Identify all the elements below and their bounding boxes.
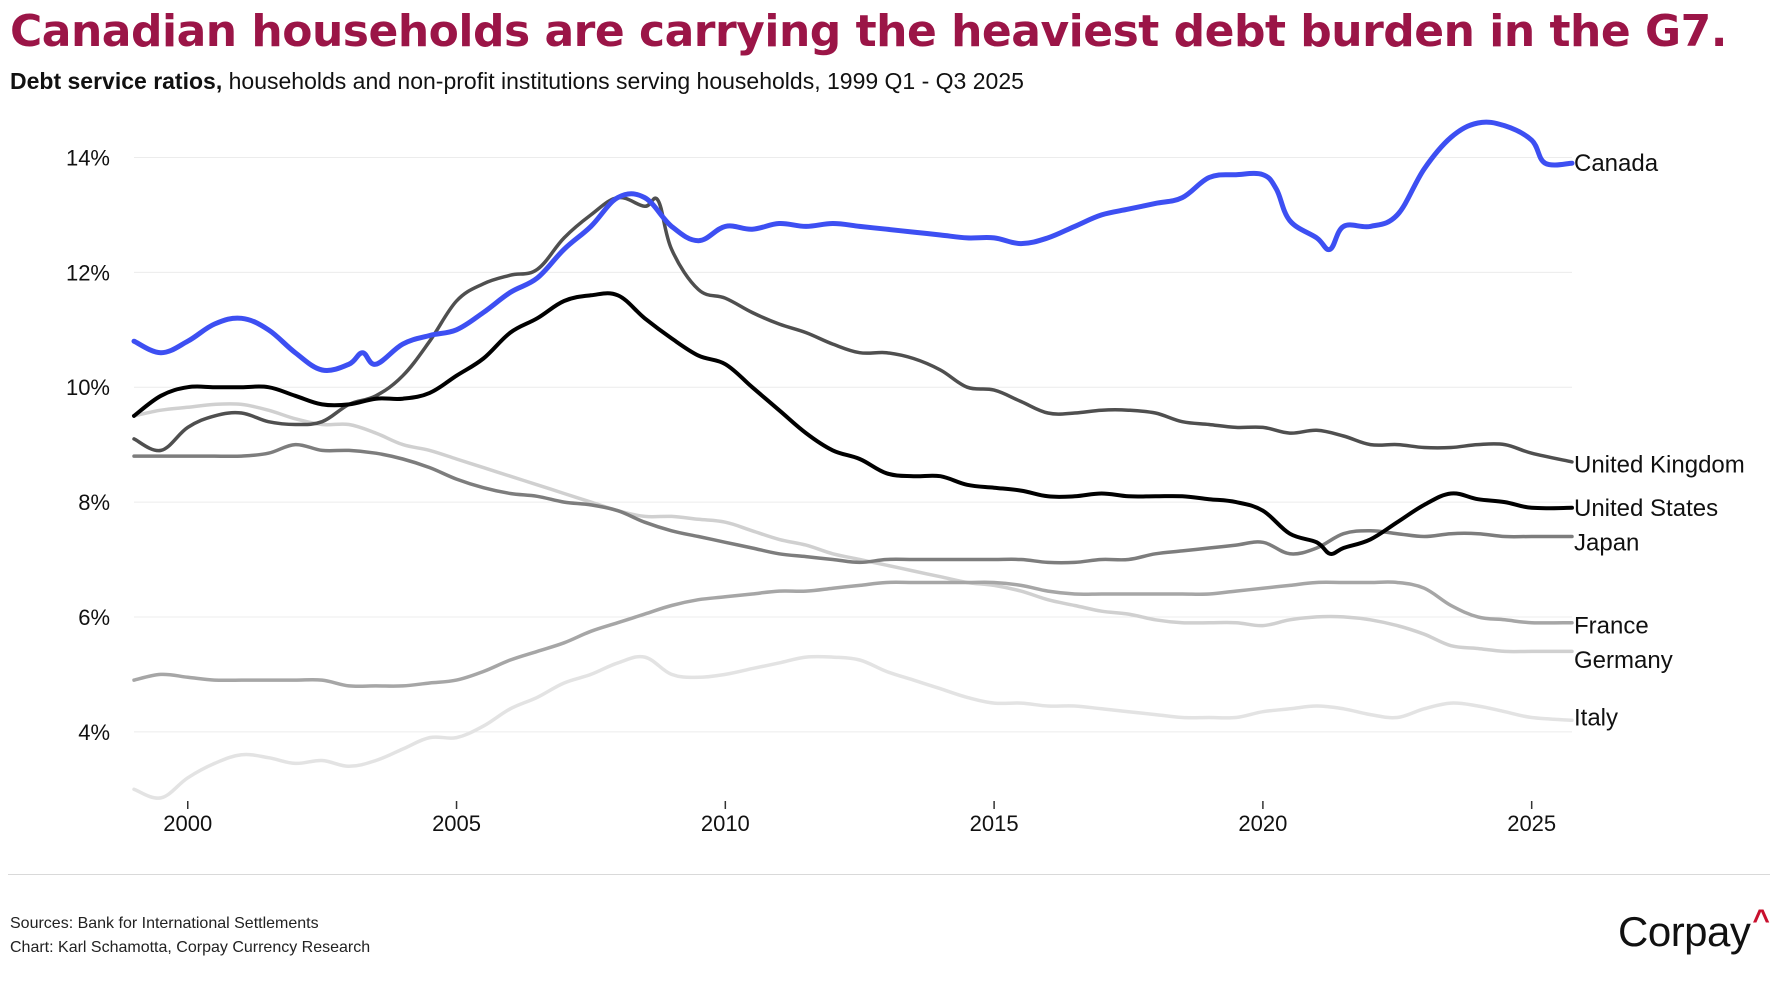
x-tick-label: 2005 xyxy=(432,811,481,836)
series-label-italy: Italy xyxy=(1574,704,1618,731)
series-line-france xyxy=(132,580,1574,689)
corpay-logo: Corpay^ xyxy=(1618,904,1770,956)
logo-text: Corpay xyxy=(1618,908,1751,955)
y-tick-label: 8% xyxy=(78,490,110,515)
y-tick-label: 4% xyxy=(78,720,110,745)
x-tick-label: 2025 xyxy=(1507,811,1556,836)
series-line-canada xyxy=(131,119,1575,373)
x-tick-label: 2015 xyxy=(970,811,1019,836)
series-line-united-kingdom xyxy=(132,195,1574,464)
footer-divider xyxy=(8,874,1770,875)
sources-text: Sources: Bank for International Settleme… xyxy=(10,915,319,932)
x-tick-label: 2000 xyxy=(163,811,212,836)
series-lines xyxy=(131,119,1575,800)
series-labels: Canada United Kingdom United States Japan Fr… xyxy=(1574,150,1745,731)
chart-subtitle: Debt service ratios, households and non-… xyxy=(10,68,1024,95)
x-tick-label: 2020 xyxy=(1238,811,1287,836)
series-label-united-kingdom: United Kingdom xyxy=(1574,452,1745,479)
series-label-united-states: United States xyxy=(1574,495,1718,522)
chart-title: Canadian households are carrying the hea… xyxy=(10,6,1727,57)
credit-text: Chart: Karl Schamotta, Corpay Currency R… xyxy=(10,939,371,956)
series-label-japan: Japan xyxy=(1574,529,1639,556)
y-tick-label: 12% xyxy=(66,260,110,285)
x-tick-label: 2010 xyxy=(701,811,750,836)
line-chart: 4% 6% 8% 10% 12% 14% 2000 2005 2010 2015 2020 2025… xyxy=(66,119,1745,836)
series-label-canada: Canada xyxy=(1574,150,1659,177)
series-label-france: France xyxy=(1574,613,1649,640)
series-line-united-states xyxy=(132,291,1574,556)
x-axis-ticks: 2000 2005 2010 2015 2020 2025 xyxy=(163,801,1556,836)
y-axis-ticks: 4% 6% 8% 10% 12% 14% xyxy=(66,145,110,744)
y-tick-label: 6% xyxy=(78,605,110,630)
series-line-japan xyxy=(132,442,1574,565)
grid-lines xyxy=(134,156,1572,733)
series-line-germany xyxy=(132,402,1574,654)
sources-block: Sources: Bank for International Settleme… xyxy=(10,912,370,960)
series-label-germany: Germany xyxy=(1574,647,1673,674)
subtitle-bold: Debt service ratios, xyxy=(10,68,223,94)
logo-caret-icon: ^ xyxy=(1752,904,1770,937)
subtitle-rest: households and non-profit institutions s… xyxy=(222,68,1024,94)
y-tick-label: 14% xyxy=(66,145,110,170)
series-line-italy xyxy=(132,654,1574,800)
y-tick-label: 10% xyxy=(66,375,110,400)
